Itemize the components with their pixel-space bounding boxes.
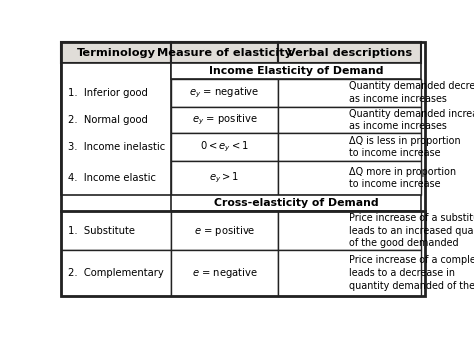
- Text: Price increase of a substitute
leads to an increased quantity
of the good demand: Price increase of a substitute leads to …: [349, 213, 474, 248]
- Bar: [61, 42, 171, 63]
- Bar: [278, 79, 421, 107]
- Bar: [171, 42, 278, 63]
- Text: Price increase of a complement
leads to a decrease in
quantity demanded of the g: Price increase of a complement leads to …: [349, 255, 474, 291]
- Text: 3.  Income inelastic: 3. Income inelastic: [68, 142, 166, 152]
- Bar: [171, 63, 421, 79]
- Text: $e_y$ = negative: $e_y$ = negative: [189, 86, 260, 100]
- Bar: [278, 161, 421, 195]
- Bar: [171, 161, 278, 195]
- Text: Measure of elasticity: Measure of elasticity: [157, 48, 292, 57]
- Text: ΔQ is less in proportion
to income increase: ΔQ is less in proportion to income incre…: [349, 136, 461, 159]
- Bar: [278, 42, 421, 63]
- Text: 1.  Substitute: 1. Substitute: [68, 225, 136, 236]
- Bar: [171, 250, 278, 296]
- Bar: [278, 133, 421, 161]
- Text: Verbal descriptions: Verbal descriptions: [287, 48, 412, 57]
- Text: $0 < e_y < 1$: $0 < e_y < 1$: [200, 140, 249, 154]
- Text: $e$ = negative: $e$ = negative: [191, 266, 257, 280]
- Text: Cross-elasticity of Demand: Cross-elasticity of Demand: [214, 198, 379, 208]
- Bar: [278, 107, 421, 133]
- Text: $e_y$ = positive: $e_y$ = positive: [191, 113, 257, 127]
- Bar: [171, 211, 278, 250]
- Bar: [171, 107, 278, 133]
- Text: ΔQ more in proportion
to income increase: ΔQ more in proportion to income increase: [349, 167, 456, 189]
- Text: Quantity demanded increases
as income increases: Quantity demanded increases as income in…: [349, 108, 474, 131]
- Text: Terminology: Terminology: [77, 48, 155, 57]
- Bar: [278, 250, 421, 296]
- Bar: [61, 63, 171, 195]
- Text: 2.  Complementary: 2. Complementary: [68, 268, 164, 278]
- Text: Quantity demanded decreases
as income increases: Quantity demanded decreases as income in…: [349, 81, 474, 104]
- Text: $e_y > 1$: $e_y > 1$: [210, 171, 240, 185]
- Bar: [61, 211, 171, 250]
- Bar: [61, 250, 171, 296]
- Text: 2.  Normal good: 2. Normal good: [68, 115, 148, 125]
- Bar: [278, 211, 421, 250]
- Text: Income Elasticity of Demand: Income Elasticity of Demand: [209, 66, 383, 76]
- Text: $e$ = positive: $e$ = positive: [194, 223, 255, 238]
- Text: 4.  Income elastic: 4. Income elastic: [68, 173, 156, 183]
- Bar: [171, 195, 421, 211]
- Bar: [171, 133, 278, 161]
- Text: 1.  Inferior good: 1. Inferior good: [68, 88, 148, 98]
- Bar: [171, 79, 278, 107]
